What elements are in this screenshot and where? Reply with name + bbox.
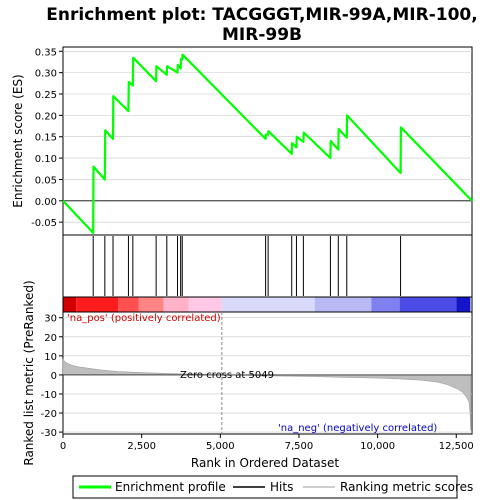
color-bar-segment xyxy=(399,297,457,312)
es-y-tick-label: 0.30 xyxy=(35,69,57,80)
es-y-axis-label: Enrichment score (ES) xyxy=(11,74,25,207)
ranking-metric-series xyxy=(62,358,471,431)
color-bar-segment xyxy=(163,297,189,312)
es-y-tick-label: 0.15 xyxy=(35,133,57,144)
hit-marks xyxy=(92,236,402,296)
es-plot-frame xyxy=(62,46,473,236)
hits-panel xyxy=(62,234,473,298)
neg-correlated-label: 'na_neg' (negatively correlated) xyxy=(278,423,437,434)
pos-correlated-label: 'na_pos' (positively correlated) xyxy=(67,313,221,324)
metric-x-axis-label: Rank in Ordered Dataset xyxy=(191,456,339,470)
metric-x-tick-label: 0 xyxy=(60,441,66,452)
enrichment-profile-series xyxy=(62,53,473,234)
metric-x-tick-label: 2,500 xyxy=(127,441,156,452)
ranking-metric-area xyxy=(62,358,472,431)
color-bar-segment xyxy=(221,297,315,312)
metric-y-tick-label: -10 xyxy=(41,390,57,401)
enrichment-score-panel: -0.05 0.00 0.05 0.10 0.15 0.20 0.25 0.30 0.35 En… xyxy=(11,46,473,236)
es-y-axis-ticks: -0.05 0.00 0.05 0.10 0.15 0.20 0.25 0.30 0.35 xyxy=(31,47,63,229)
color-bar-segment xyxy=(188,297,222,312)
metric-x-axis-ticks: 0 2,500 5,000 7,500 10,000 12,500 xyxy=(60,434,474,452)
color-bar-segment xyxy=(456,297,471,312)
legend-label-metric: Ranking metric scores xyxy=(340,480,473,494)
chart-title-line-1: Enrichment plot: TACGGGT,MIR-99A,MIR-100… xyxy=(46,5,477,25)
color-bar-segment xyxy=(63,297,77,312)
es-y-tick-label: 0.05 xyxy=(35,175,57,186)
chart-title-line-2: MIR-99B xyxy=(222,25,302,45)
es-y-tick-label: 0.25 xyxy=(35,90,57,101)
enrichment-profile-line xyxy=(62,53,473,234)
color-bar-segments xyxy=(63,297,471,312)
legend-label-enrichment: Enrichment profile xyxy=(115,480,226,494)
es-y-tick-label: -0.05 xyxy=(31,218,57,229)
metric-y-tick-label: -20 xyxy=(41,409,57,420)
es-y-tick-label: 0.10 xyxy=(35,154,57,165)
metric-x-tick-label: 7,500 xyxy=(285,441,314,452)
ranked-metric-panel: -30 -20 -10 0 10 20 30 0 2,500 5,000 7,500 10,000 1… xyxy=(22,280,474,470)
hits-frame xyxy=(62,234,473,298)
metric-x-tick-label: 12,500 xyxy=(439,441,474,452)
metric-x-tick-label: 10,000 xyxy=(360,441,395,452)
metric-y-axis-ticks: -30 -20 -10 0 10 20 30 xyxy=(41,314,63,439)
es-y-tick-label: 0.35 xyxy=(35,47,57,58)
color-bar-segment xyxy=(76,297,119,312)
metric-y-tick-label: -30 xyxy=(41,428,57,439)
metric-x-tick-label: 5,000 xyxy=(206,441,235,452)
metric-y-tick-label: 30 xyxy=(44,314,57,325)
legend-label-hits: Hits xyxy=(270,480,293,494)
color-bar-segment xyxy=(138,297,164,312)
es-gridlines xyxy=(63,50,472,223)
color-bar-segment xyxy=(118,297,139,312)
metric-y-tick-label: 20 xyxy=(44,333,57,344)
rank-color-bar xyxy=(62,296,473,313)
es-y-tick-label: 0.20 xyxy=(35,111,57,122)
zero-cross-label: Zero cross at 5049 xyxy=(180,370,274,381)
color-bar-segment xyxy=(314,297,372,312)
chart-legend: Enrichment profile Hits Ranking metric s… xyxy=(72,475,473,499)
metric-y-tick-label: 10 xyxy=(44,352,57,363)
color-bar-segment xyxy=(371,297,400,312)
metric-y-axis-label: Ranked list metric (PreRanked) xyxy=(22,280,36,465)
es-y-tick-label: 0.00 xyxy=(35,197,57,208)
metric-y-tick-label: 0 xyxy=(51,371,57,382)
